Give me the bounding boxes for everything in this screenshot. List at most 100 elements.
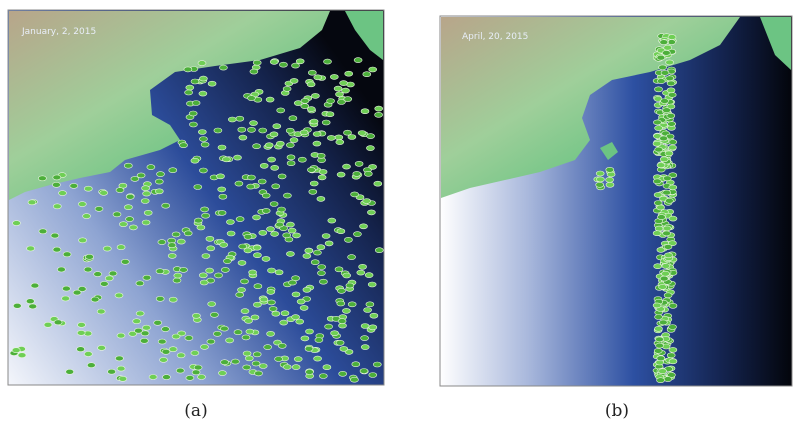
fish: [280, 310, 290, 317]
fish: [142, 274, 152, 281]
fish: [366, 133, 375, 139]
fish: [360, 335, 369, 341]
fish: [295, 58, 305, 65]
fish: [279, 61, 288, 68]
fish: [668, 144, 677, 151]
fish: [116, 244, 126, 250]
fish: [658, 64, 667, 71]
fish: [77, 286, 87, 292]
fish: [112, 211, 122, 218]
fish: [240, 278, 249, 285]
fish: [257, 178, 267, 185]
fish: [17, 352, 27, 359]
fish: [336, 171, 346, 178]
fish: [654, 325, 663, 332]
fish: [311, 93, 320, 99]
fish: [238, 243, 247, 250]
fish: [309, 180, 319, 187]
fish: [653, 192, 663, 198]
fish: [261, 208, 271, 214]
fish: [656, 355, 666, 362]
fish: [350, 191, 359, 198]
fish: [316, 153, 326, 159]
fish: [143, 210, 153, 216]
fish: [231, 358, 240, 365]
fish: [189, 121, 198, 128]
fish: [146, 164, 156, 170]
fish: [300, 335, 310, 342]
fish: [363, 307, 372, 313]
fish: [347, 254, 356, 260]
fish: [266, 330, 275, 337]
fish: [191, 100, 201, 106]
fish: [324, 240, 334, 247]
fish: [351, 361, 361, 368]
fish: [191, 369, 201, 376]
fish: [135, 280, 145, 287]
fish: [207, 301, 216, 307]
fish: [652, 140, 662, 147]
fish: [53, 319, 63, 326]
fish: [661, 50, 671, 56]
fish: [161, 326, 170, 332]
fish: [116, 365, 126, 372]
fish: [343, 96, 353, 102]
fish: [333, 85, 343, 92]
fish: [359, 223, 368, 230]
fish: [72, 289, 82, 296]
fish: [243, 234, 253, 240]
fish: [11, 347, 21, 354]
fish: [263, 344, 273, 350]
fish: [367, 209, 376, 216]
fish: [234, 180, 244, 187]
fish: [226, 230, 236, 237]
fish: [653, 119, 662, 126]
fish: [335, 139, 345, 145]
fish: [84, 351, 93, 357]
fish: [276, 107, 286, 114]
fish: [293, 356, 303, 362]
fish: [85, 253, 94, 260]
fish: [344, 237, 353, 243]
fish: [12, 220, 21, 226]
fish: [286, 251, 295, 257]
fish: [108, 270, 118, 277]
fish: [168, 346, 178, 353]
fish: [368, 66, 378, 73]
fish: [595, 170, 605, 177]
fish: [58, 190, 67, 196]
land: [760, 17, 791, 70]
fish: [304, 345, 314, 352]
fish: [141, 185, 150, 191]
fish: [216, 173, 225, 180]
fish: [87, 362, 96, 369]
fish: [266, 289, 276, 295]
fish: [654, 225, 664, 232]
fish: [369, 312, 379, 319]
fish: [251, 360, 261, 367]
fish: [207, 80, 217, 87]
fish: [213, 330, 222, 337]
fish: [96, 308, 106, 315]
fish: [248, 269, 257, 276]
fish: [167, 253, 177, 259]
fish: [253, 283, 263, 290]
fish: [300, 98, 310, 104]
fish: [271, 183, 281, 190]
fish: [237, 287, 246, 293]
fish: [663, 244, 673, 250]
fish: [308, 189, 318, 195]
fish: [76, 346, 85, 353]
fish: [658, 319, 668, 326]
fish: [157, 239, 167, 245]
fish: [362, 71, 372, 77]
fish: [306, 106, 316, 112]
fish: [275, 140, 285, 147]
fish: [274, 269, 284, 276]
fish: [83, 266, 93, 273]
fish: [225, 337, 234, 344]
fish: [359, 368, 369, 374]
fish: [27, 199, 37, 206]
fish: [235, 291, 244, 298]
